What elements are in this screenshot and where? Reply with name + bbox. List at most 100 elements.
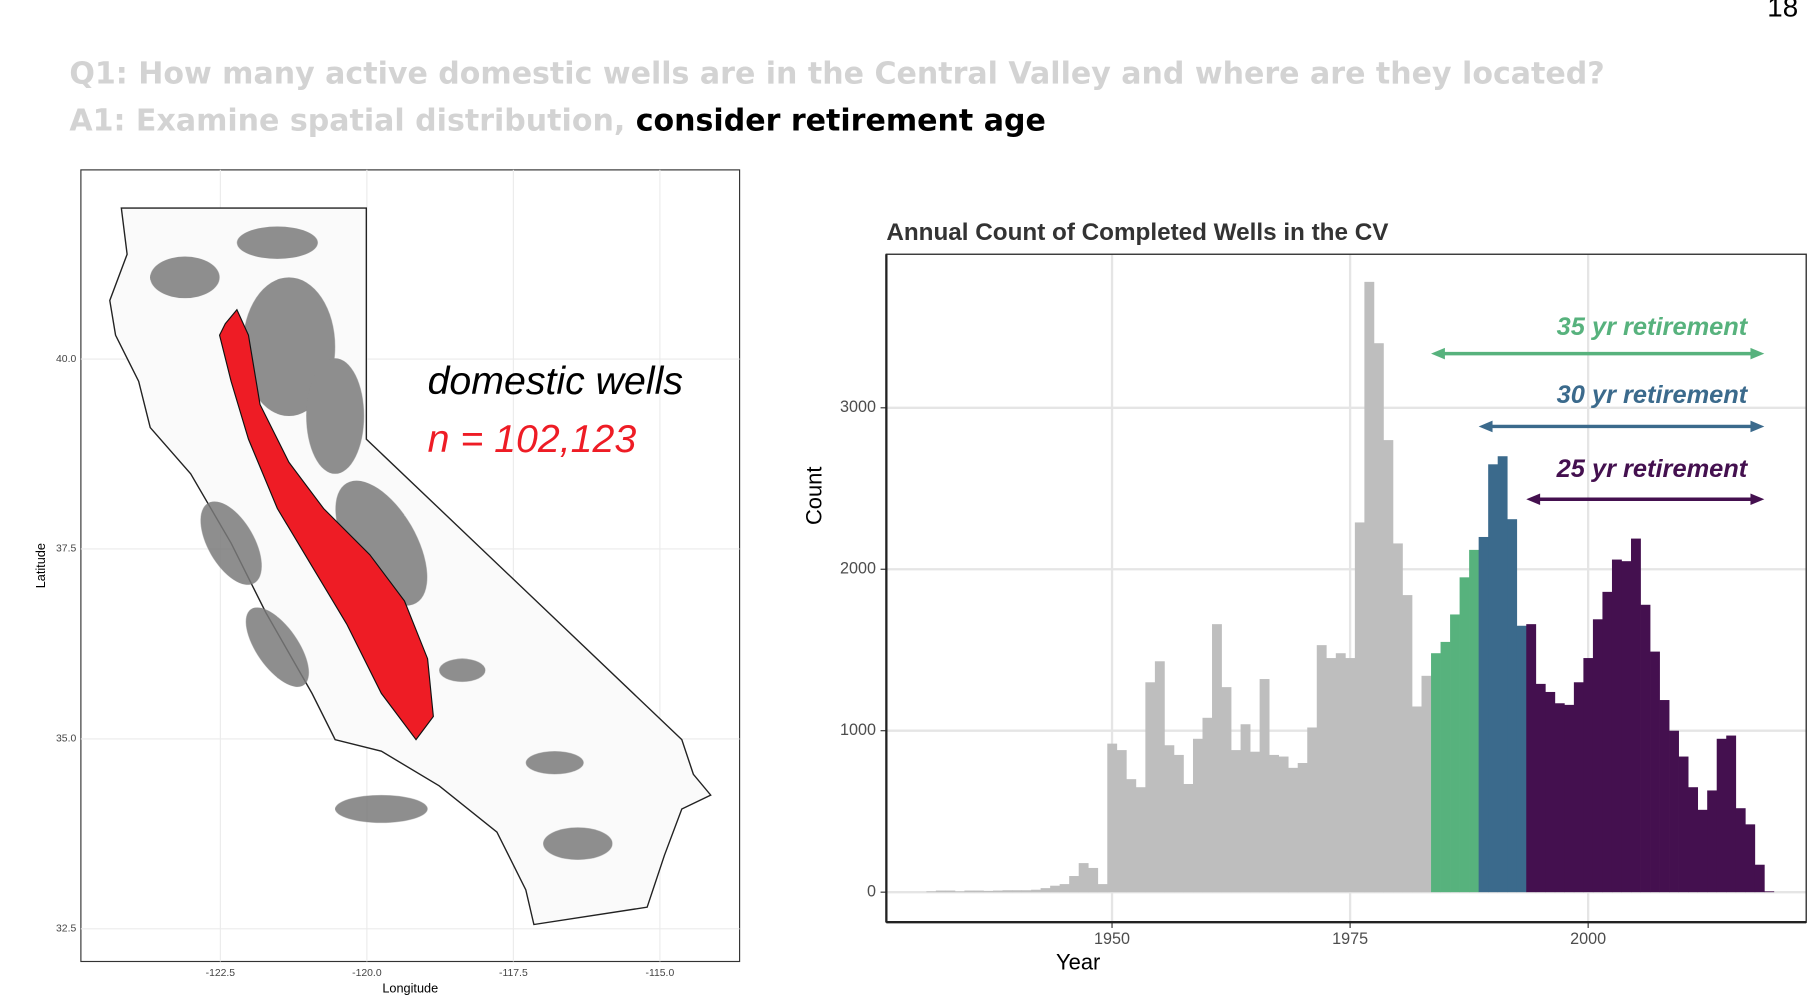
bar [1516, 625, 1527, 893]
bar [1326, 658, 1337, 893]
x-tick-label: -115.0 [646, 968, 675, 979]
bar [1697, 809, 1708, 893]
answer: A1: Examine spatial distribution, consid… [69, 103, 1045, 138]
bar [1307, 727, 1318, 893]
retirement-label: 30 yr retirement [1557, 381, 1749, 409]
bar [1164, 745, 1175, 893]
bar [1450, 614, 1460, 893]
bar [1107, 743, 1118, 893]
bar [1564, 704, 1575, 893]
y-tick-label: 32.5 [56, 924, 76, 935]
bar [1764, 891, 1775, 893]
bar [1688, 787, 1699, 893]
bar [1240, 724, 1251, 893]
bar [1078, 863, 1089, 893]
bar [935, 890, 946, 893]
bar [1640, 604, 1651, 893]
bar [1440, 641, 1451, 893]
bar [1592, 619, 1603, 893]
bar [1126, 779, 1137, 893]
bar [1554, 703, 1565, 893]
land-cover [150, 226, 613, 860]
bar [1278, 756, 1289, 893]
bar [1373, 343, 1384, 893]
bar [1716, 738, 1727, 893]
bar [983, 890, 994, 893]
histogram-panel: 1950 1975 2000 0 1000 2000 3000 35 yr retiremen… [802, 219, 1807, 975]
bar [1431, 653, 1441, 893]
bar [1059, 884, 1070, 893]
bar [1135, 787, 1146, 893]
bar [1040, 888, 1051, 893]
bar [926, 891, 937, 893]
bar [1154, 661, 1165, 893]
bar [1364, 281, 1375, 893]
bar [1526, 624, 1537, 893]
bar [1097, 884, 1108, 893]
bar [1535, 683, 1546, 893]
bar [1488, 464, 1499, 893]
bar [1745, 824, 1756, 893]
bar [1631, 538, 1641, 893]
y-tick-label: 2000 [840, 560, 876, 578]
bar [1707, 790, 1718, 893]
bar [1173, 754, 1184, 893]
arrow-head [1750, 420, 1765, 433]
y-tick-label: 35.0 [56, 734, 76, 745]
bar [1602, 591, 1613, 893]
bar [1650, 651, 1660, 893]
bar [1345, 658, 1356, 893]
bar [1392, 543, 1403, 893]
bar [1297, 763, 1308, 893]
bar [1335, 653, 1346, 893]
arrow-head [1526, 493, 1541, 506]
question: Q1: How many active domestic wells are i… [69, 57, 1604, 92]
bar [1469, 549, 1479, 893]
x-axis-label: Year [1056, 950, 1100, 975]
bar [973, 890, 984, 893]
y-tick-label: 1000 [840, 721, 876, 739]
y-tick-label: 3000 [840, 398, 876, 416]
bar [1050, 885, 1061, 893]
bar [1402, 595, 1413, 893]
bar [1678, 756, 1689, 893]
bar [1002, 890, 1013, 893]
bar [1621, 561, 1632, 893]
bar [1611, 559, 1622, 893]
retirement-label: 35 yr retirement [1557, 313, 1749, 341]
y-tick-label: 0 [867, 882, 876, 900]
x-tick-label: 1975 [1332, 930, 1368, 948]
y-tick-label: 37.5 [56, 544, 76, 555]
bar [1069, 876, 1080, 893]
arrow-head [1750, 493, 1765, 506]
x-tick-label: -120.0 [352, 968, 382, 979]
bar [1259, 679, 1270, 893]
bar [1288, 767, 1299, 893]
bar [1669, 730, 1679, 893]
bar [1545, 691, 1556, 893]
answer-bold: consider retirement age [636, 103, 1046, 138]
bar [1269, 754, 1280, 893]
bar [1145, 682, 1156, 893]
bar [1735, 808, 1746, 893]
bar [1507, 519, 1518, 893]
map-panel: -122.5 -120.0 -117.5 -115.0 32.5 35.0 37.5 40.0… [33, 169, 741, 996]
central-valley-wells [218, 308, 434, 741]
bar [1497, 456, 1508, 893]
bar [993, 890, 1003, 893]
map-annotation: domestic wells [428, 359, 683, 403]
bar [1116, 750, 1127, 893]
bar [1031, 889, 1041, 893]
arrow-head [1431, 347, 1445, 360]
bar [1192, 738, 1203, 893]
x-tick-label: 2000 [1570, 930, 1606, 948]
bar [1250, 751, 1260, 893]
bar [1183, 783, 1194, 893]
retirement-label: 25 yr retirement [1556, 455, 1749, 483]
bar [945, 890, 956, 893]
bar [1659, 700, 1670, 893]
bar [1231, 750, 1241, 893]
bar [1754, 864, 1765, 893]
